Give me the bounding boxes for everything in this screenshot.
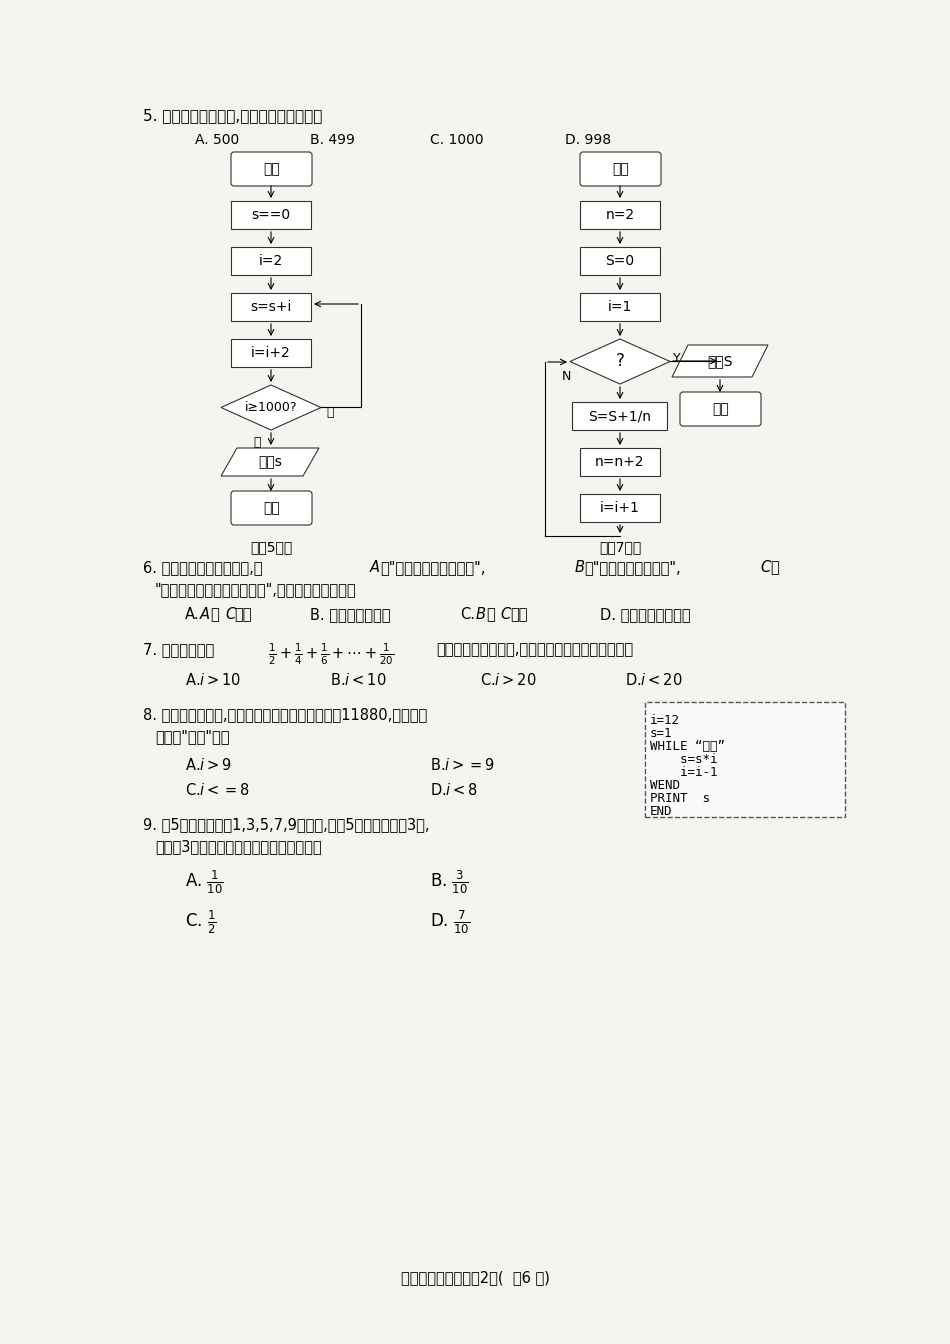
Text: ＝: ＝ (770, 560, 779, 575)
Text: n=n+2: n=n+2 (596, 456, 645, 469)
Text: C. 1000: C. 1000 (430, 133, 484, 146)
Polygon shape (672, 345, 768, 378)
Text: C: C (500, 607, 510, 622)
Text: i=12: i=12 (650, 714, 680, 727)
FancyBboxPatch shape (580, 152, 661, 185)
Text: B.$i<10$: B.$i<10$ (330, 672, 387, 688)
Text: i=i-1: i=i-1 (650, 766, 717, 780)
Text: 序中的"条件"应为: 序中的"条件"应为 (155, 728, 230, 745)
Bar (231, 293, 311, 321)
Text: 否: 否 (326, 406, 333, 419)
Text: A. 500: A. 500 (195, 133, 239, 146)
Text: 互斥: 互斥 (234, 607, 252, 622)
Text: C: C (760, 560, 770, 575)
Text: ＝"三件产品全不是次品",: ＝"三件产品全不是次品", (380, 560, 485, 575)
Text: B.$i>=9$: B.$i>=9$ (430, 757, 495, 773)
Text: D.$i<8$: D.$i<8$ (430, 782, 478, 798)
Text: D. 任何两个均不互斥: D. 任何两个均不互斥 (600, 607, 691, 622)
Text: ?: ? (616, 352, 624, 371)
Bar (231, 339, 311, 367)
Bar (580, 202, 660, 228)
Polygon shape (221, 384, 321, 430)
Text: C.$i<=8$: C.$i<=8$ (185, 782, 250, 798)
Text: （第5题）: （第5题） (250, 540, 293, 554)
Bar (580, 448, 660, 476)
Text: C. $\frac{1}{2}$: C. $\frac{1}{2}$ (185, 909, 217, 937)
Text: （第7题）: （第7题） (598, 540, 641, 554)
Text: END: END (650, 805, 673, 818)
Text: i=i+1: i=i+1 (600, 501, 640, 515)
Text: 结束: 结束 (712, 402, 729, 417)
Text: ＝"三件产品全是次品",: ＝"三件产品全是次品", (584, 560, 680, 575)
Text: 输出S: 输出S (707, 353, 732, 368)
Text: s=s+i: s=s+i (250, 300, 292, 314)
Text: A. $\frac{1}{10}$: A. $\frac{1}{10}$ (185, 870, 224, 896)
Text: B. $\frac{3}{10}$: B. $\frac{3}{10}$ (430, 870, 468, 896)
FancyBboxPatch shape (231, 491, 312, 526)
Text: 马市高一数学试卷第2页(  共6 页): 马市高一数学试卷第2页( 共6 页) (401, 1270, 549, 1285)
Text: WHILE “条件”: WHILE “条件” (650, 741, 725, 753)
Polygon shape (221, 448, 319, 476)
Text: N: N (562, 370, 571, 383)
Text: "三件产品至少有一件是次品",则下列结论正确的是: "三件产品至少有一件是次品",则下列结论正确的是 (155, 582, 356, 597)
Text: B. 任何两个均互斥: B. 任何两个均互斥 (310, 607, 390, 622)
Text: A.$i>10$: A.$i>10$ (185, 672, 241, 688)
Bar (580, 495, 660, 521)
Text: 结束: 结束 (263, 501, 280, 515)
Text: D. $\frac{7}{10}$: D. $\frac{7}{10}$ (430, 909, 470, 937)
Text: i=i+2: i=i+2 (251, 345, 291, 360)
Text: C: C (225, 607, 236, 622)
Text: n=2: n=2 (605, 208, 635, 222)
Text: i=1: i=1 (608, 300, 632, 314)
Text: 6. 从一批产品中取出三件,设: 6. 从一批产品中取出三件,设 (143, 560, 262, 575)
Text: B: B (575, 560, 585, 575)
Bar (645, 702, 845, 817)
Text: 9. 有5条长度分别为1,3,5,7,9的线段,从这5条线段中任取3条,: 9. 有5条长度分别为1,3,5,7,9的线段,从这5条线段中任取3条, (143, 817, 429, 832)
Text: A: A (200, 607, 210, 622)
Text: i=2: i=2 (258, 254, 283, 267)
Text: 开始: 开始 (263, 163, 280, 176)
FancyBboxPatch shape (680, 392, 761, 426)
Text: 7. 上图给出计算: 7. 上图给出计算 (143, 642, 215, 657)
Bar (231, 247, 311, 276)
FancyBboxPatch shape (231, 152, 312, 185)
Text: WEND: WEND (650, 780, 680, 792)
Text: 互斥: 互斥 (510, 607, 527, 622)
Text: Y: Y (673, 352, 680, 366)
Text: D. 998: D. 998 (565, 133, 611, 146)
Text: s=s*i: s=s*i (650, 753, 717, 766)
Text: A.: A. (185, 607, 200, 622)
Text: A.$i>9$: A.$i>9$ (185, 757, 232, 773)
Text: 的值的一个程序框图,其中判断框内应填入的条件是: 的值的一个程序框图,其中判断框内应填入的条件是 (436, 642, 633, 657)
Text: D.$i<20$: D.$i<20$ (625, 672, 683, 688)
Text: S=0: S=0 (605, 254, 635, 267)
Text: C.$i>20$: C.$i>20$ (480, 672, 537, 688)
Text: B. 499: B. 499 (310, 133, 355, 146)
Bar (580, 293, 660, 321)
Text: PRINT  s: PRINT s (650, 792, 710, 805)
Text: 8. 已知有右面程序,如果程序执行后输出的结果是11880,那么在程: 8. 已知有右面程序,如果程序执行后输出的结果是11880,那么在程 (143, 707, 428, 722)
Text: B: B (476, 607, 486, 622)
Text: 与: 与 (210, 607, 218, 622)
Text: 则所取3条线段能构成一个三角形的概率为: 则所取3条线段能构成一个三角形的概率为 (155, 839, 322, 853)
Polygon shape (570, 339, 670, 384)
Text: A: A (370, 560, 380, 575)
Bar (572, 402, 667, 430)
Text: 开始: 开始 (612, 163, 629, 176)
Text: $\frac{1}{2}+\frac{1}{4}+\frac{1}{6}+\cdots+\frac{1}{20}$: $\frac{1}{2}+\frac{1}{4}+\frac{1}{6}+\cd… (268, 642, 394, 668)
Bar (580, 247, 660, 276)
Text: s==0: s==0 (252, 208, 291, 222)
Text: S=S+1/n: S=S+1/n (588, 409, 651, 423)
Bar (231, 202, 311, 228)
Text: 是: 是 (253, 435, 260, 449)
Text: C.: C. (460, 607, 475, 622)
Text: 5. 下面的程序框图中,循环体执行的次数是: 5. 下面的程序框图中,循环体执行的次数是 (143, 108, 322, 124)
Text: i≥1000?: i≥1000? (245, 401, 297, 414)
Text: 输出s: 输出s (258, 456, 282, 469)
Text: 与: 与 (486, 607, 495, 622)
Text: s=1: s=1 (650, 727, 673, 741)
